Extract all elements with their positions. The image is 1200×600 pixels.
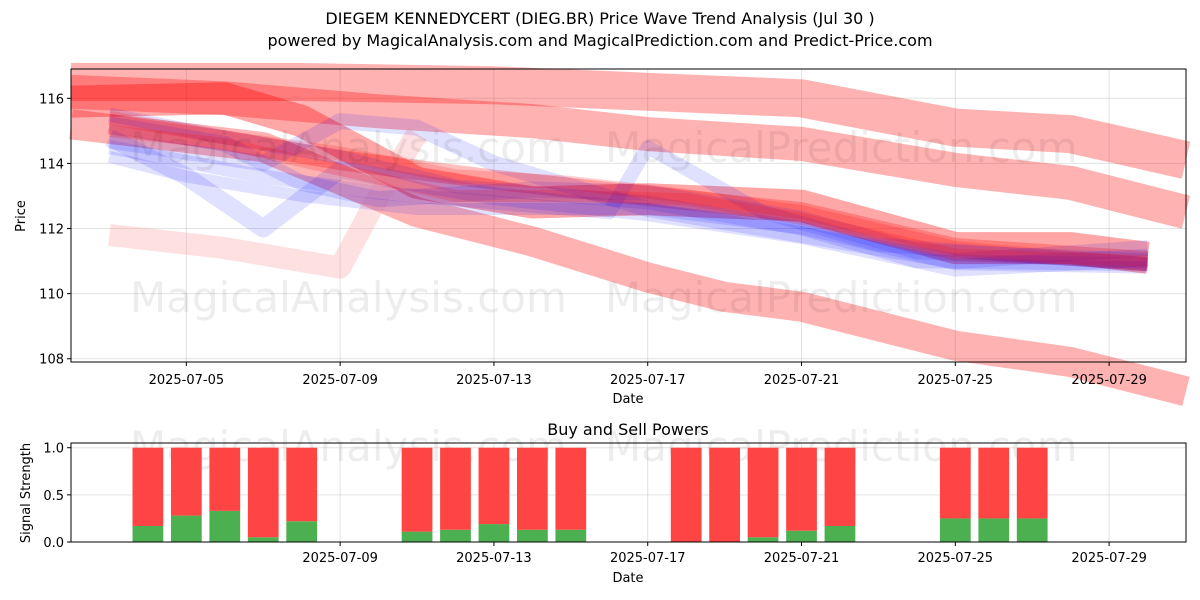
buy-bar bbox=[1016, 518, 1048, 542]
x-tick-label: 2025-07-25 bbox=[918, 373, 994, 388]
wave-line bbox=[108, 113, 1149, 270]
wave-line bbox=[108, 110, 1149, 272]
x-tick-label: 2025-07-29 bbox=[1071, 551, 1147, 566]
wave-line bbox=[70, 82, 1150, 274]
y-tick-label: 110 bbox=[39, 288, 64, 303]
buy-bar bbox=[786, 530, 817, 542]
buy-bar bbox=[517, 529, 548, 542]
sell-bar bbox=[170, 447, 202, 516]
x-tick-label: 2025-07-17 bbox=[610, 373, 686, 388]
sell-bar bbox=[555, 447, 587, 530]
sell-bar bbox=[709, 447, 740, 542]
buy-bar bbox=[286, 521, 318, 542]
price-axes: 2025-07-05 2025-07-09 2025-07-13 2025-07-17… bbox=[39, 92, 1147, 388]
wave-line bbox=[108, 128, 427, 279]
x-tick-label: 2025-07-13 bbox=[456, 373, 532, 388]
x-tick-label: 2025-07-09 bbox=[302, 551, 378, 566]
sell-bar bbox=[440, 447, 471, 530]
x-tick-label: 2025-07-21 bbox=[764, 373, 840, 388]
wave-line bbox=[108, 114, 1149, 272]
buy-bar bbox=[209, 510, 241, 542]
watermark: MagicalPrediction.com bbox=[605, 273, 1078, 322]
x-tick-label: 2025-07-21 bbox=[764, 551, 840, 566]
buy-bar bbox=[824, 525, 856, 542]
wave-line bbox=[108, 140, 1149, 272]
x-tick-label: 2025-07-29 bbox=[1071, 373, 1147, 388]
sell-bar bbox=[786, 447, 817, 531]
x-tick-label: 2025-07-05 bbox=[149, 373, 225, 388]
y-tick-label: 108 bbox=[39, 353, 64, 368]
x-tick-label: 2025-07-13 bbox=[456, 551, 532, 566]
sell-bar bbox=[978, 447, 1010, 519]
sell-bar bbox=[247, 447, 279, 538]
sell-bar bbox=[824, 447, 856, 526]
buy-bar bbox=[132, 525, 164, 542]
wave-line bbox=[105, 129, 1149, 277]
buy-bar bbox=[555, 529, 587, 542]
buy-bar bbox=[978, 518, 1010, 542]
price-plot-frame bbox=[70, 68, 1187, 363]
signal-bars bbox=[132, 447, 1048, 542]
signal-ylabel: Signal Strength bbox=[19, 443, 34, 543]
buy-bar bbox=[247, 537, 279, 542]
x-tick-label: 2025-07-25 bbox=[918, 551, 994, 566]
watermark: MagicalPrediction.com bbox=[605, 123, 1078, 172]
y-tick-label: 112 bbox=[39, 223, 64, 238]
buy-bar bbox=[401, 531, 433, 542]
wave-line bbox=[108, 124, 1148, 268]
price-xlabel: Date bbox=[612, 392, 643, 407]
sell-bar bbox=[478, 447, 510, 525]
sell-bar bbox=[517, 447, 548, 530]
wave-line bbox=[107, 151, 1148, 274]
sell-bar bbox=[747, 447, 779, 538]
chart-title: DIEGEM KENNEDYCERT (DIEG.BR) Price Wave … bbox=[325, 9, 875, 28]
y-tick-label: 114 bbox=[39, 157, 64, 172]
buy-bar bbox=[939, 518, 971, 542]
watermark: MagicalAnalysis.com bbox=[130, 123, 567, 172]
buy-bar bbox=[440, 529, 471, 542]
sell-bar bbox=[209, 447, 241, 511]
y-tick-label: 116 bbox=[39, 92, 64, 107]
sell-bar bbox=[670, 447, 702, 542]
sell-bar bbox=[1016, 447, 1048, 519]
wave-line bbox=[108, 116, 1148, 270]
sell-bar bbox=[286, 447, 318, 522]
signal-chart-title: Buy and Sell Powers bbox=[547, 420, 709, 439]
x-tick-label: 2025-07-17 bbox=[610, 551, 686, 566]
x-tick-label: 2025-07-09 bbox=[302, 373, 378, 388]
sell-bar bbox=[939, 447, 971, 519]
watermark: MagicalAnalysis.com bbox=[130, 273, 567, 322]
signal-axes: 2025-07-09 2025-07-13 2025-07-17 2025-07-21… bbox=[43, 442, 1147, 566]
price-grid bbox=[71, 69, 1186, 362]
y-tick-label: 1.0 bbox=[43, 442, 64, 457]
sell-bar bbox=[401, 447, 433, 532]
y-tick-label: 0.0 bbox=[43, 536, 64, 551]
price-waves bbox=[69, 63, 1191, 406]
sell-bar bbox=[132, 447, 164, 526]
buy-bar bbox=[170, 515, 202, 542]
chart-subtitle: powered by MagicalAnalysis.com and Magic… bbox=[267, 31, 933, 50]
wave-line bbox=[108, 107, 1148, 272]
buy-bar bbox=[747, 537, 779, 542]
wave-line bbox=[70, 74, 1191, 229]
wave-line bbox=[71, 63, 1191, 179]
buy-bar bbox=[478, 524, 510, 542]
signal-xlabel: Date bbox=[612, 571, 643, 586]
wave-line bbox=[69, 109, 1190, 406]
signal-plot-frame bbox=[70, 442, 1187, 543]
y-tick-label: 0.5 bbox=[43, 489, 64, 504]
price-ylabel: Price bbox=[14, 200, 29, 232]
